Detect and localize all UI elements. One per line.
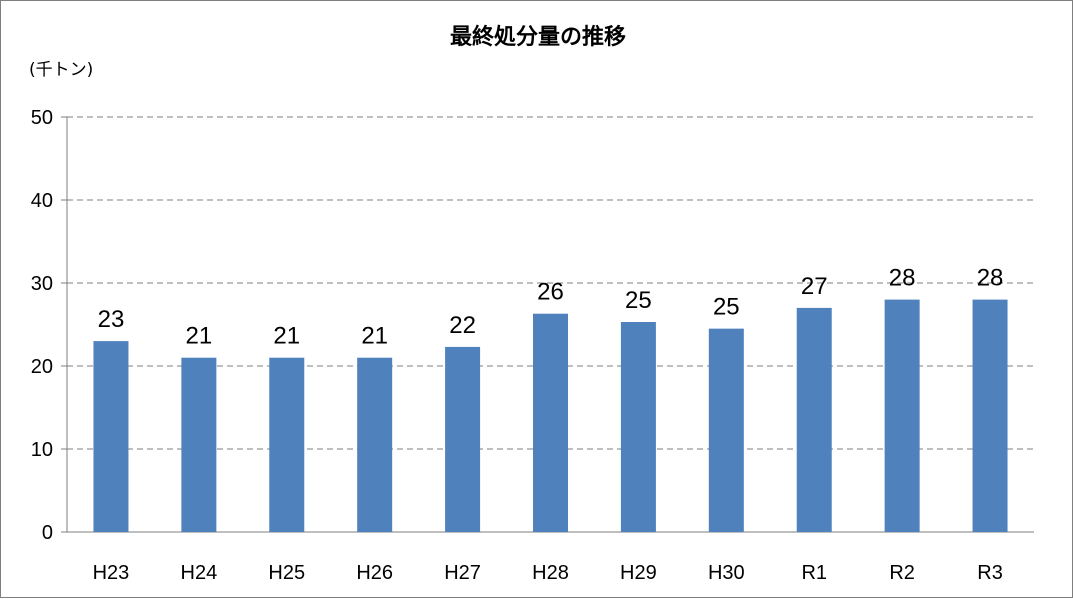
bar: [972, 299, 1008, 532]
bar: [620, 322, 656, 532]
bar: [533, 313, 568, 532]
x-category-label: R1: [801, 562, 827, 584]
bars: [93, 299, 1008, 532]
x-category-label: R2: [889, 562, 915, 584]
bar: [181, 357, 217, 532]
x-category-label: H29: [620, 562, 657, 584]
y-tick-label: 0: [42, 522, 53, 544]
bar: [884, 299, 920, 532]
bar: [445, 346, 481, 532]
data-label: 28: [889, 265, 916, 292]
x-category-label: H27: [444, 562, 481, 584]
data-labels: 23 21 21 21 22 26 25 25 27 28 28: [98, 265, 1004, 350]
data-label: 22: [449, 312, 476, 339]
x-category-labels: H23 H24 H25 H26 H27 H28 H29 H30 R1 R2 R3: [93, 562, 1003, 584]
x-category-label: H28: [532, 562, 569, 584]
gridlines: [67, 116, 1034, 450]
data-label: 21: [273, 323, 300, 350]
y-tick-label: 50: [31, 107, 53, 129]
x-category-label: H30: [708, 562, 745, 584]
bar: [357, 357, 393, 532]
x-category-label: H24: [181, 562, 218, 584]
y-tick-label: 20: [31, 356, 53, 378]
chart-title: 最終処分量の推移: [450, 24, 626, 50]
data-label: 26: [537, 279, 564, 306]
data-label: 25: [625, 287, 652, 314]
y-tick-label: 10: [31, 439, 53, 461]
data-label: 27: [801, 273, 828, 300]
data-label: 21: [186, 323, 213, 350]
bar: [708, 328, 744, 532]
x-category-label: H23: [93, 562, 130, 584]
data-label: 25: [713, 294, 740, 321]
x-category-label: H25: [268, 562, 305, 584]
y-tick-labels: 0 10 20 30 40 50: [31, 107, 53, 544]
bar: [796, 307, 832, 532]
data-label: 21: [361, 323, 388, 350]
data-label: 23: [98, 306, 125, 333]
data-label: 28: [977, 265, 1004, 292]
y-axis-unit-label: (千トン): [29, 60, 93, 80]
bar: [269, 357, 305, 532]
y-tick-label: 40: [31, 190, 53, 212]
x-category-label: R3: [977, 562, 1003, 584]
y-tick-label: 30: [31, 273, 53, 295]
bar: [93, 341, 129, 532]
x-category-label: H26: [356, 562, 393, 584]
